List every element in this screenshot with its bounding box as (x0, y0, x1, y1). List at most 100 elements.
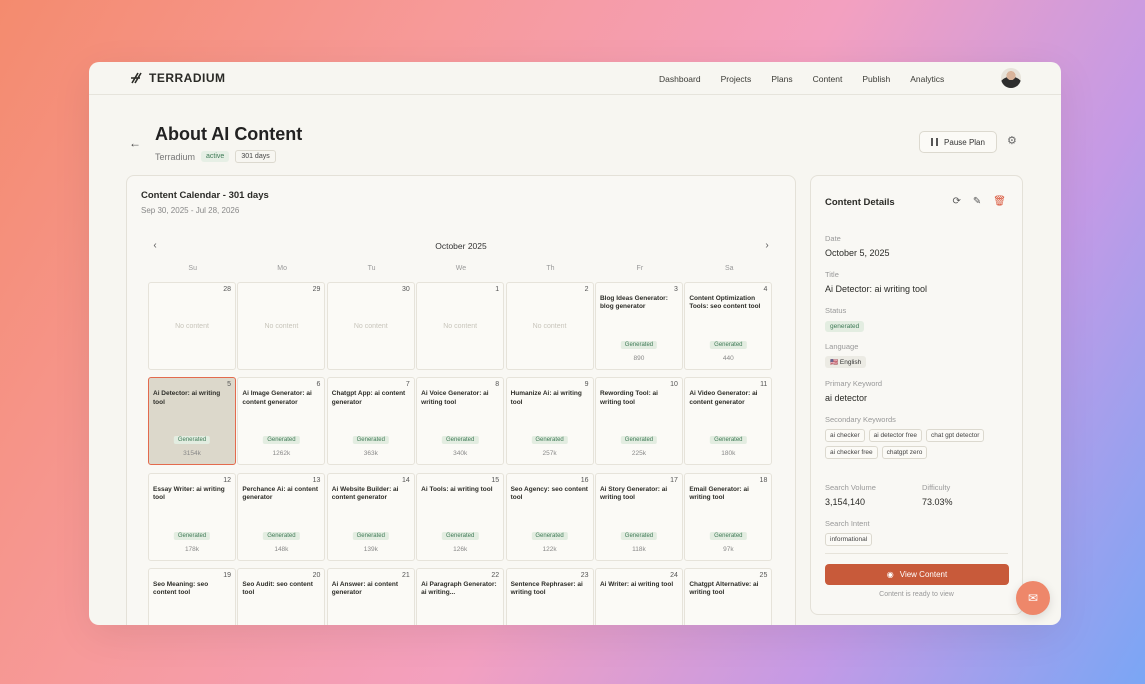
search-volume: 178k (184, 545, 200, 553)
calendar-day-cell[interactable]: 9 Humanize Ai: ai writing tool Generated 25… (505, 377, 594, 466)
day-number: 8 (495, 381, 500, 389)
pause-plan-button[interactable]: Pause Plan (919, 131, 997, 153)
logo[interactable]: TERRADIUM (129, 71, 226, 85)
title-value: Ai Detector: ai writing tool (825, 284, 928, 294)
keyword-chip: chatgpt zero (881, 446, 928, 459)
nav-projects[interactable]: Projects (720, 73, 752, 84)
generated-badge: Generated (441, 531, 479, 540)
generated-badge: Generated (710, 436, 747, 445)
no-content-label: No content (353, 323, 388, 330)
calendar-day-cell[interactable]: 8 Ai Voice Generator: ai writing tool Gene… (416, 377, 505, 466)
prev-month-icon[interactable]: ‹ (153, 240, 157, 251)
calendar-day-cell[interactable]: 16 Seo Agency: seo content tool Generated 1… (505, 472, 594, 561)
calendar-day-cell[interactable]: 5 Ai Detector: ai writing tool Generated 31… (148, 377, 236, 466)
calendar-day-cell[interactable]: 12 Essay Writer: ai writing tool Generated… (148, 472, 236, 561)
month-name: October 2025 (435, 240, 487, 251)
nav-publish[interactable]: Publish (862, 73, 891, 84)
search-volume: 148k (274, 545, 289, 553)
content-title: Ai Image Generator: ai content generator (242, 390, 312, 406)
primary-keyword-value: ai detector (825, 393, 868, 403)
top-navbar: TERRADIUM Dashboard Projects Plans Conte… (89, 62, 1061, 95)
calendar-day-cell[interactable]: 6 Ai Image Generator: ai content generato… (237, 377, 326, 466)
calendar-day-cell[interactable]: 29 No content (237, 282, 326, 370)
day-number: 4 (763, 286, 768, 293)
date-label: Date (825, 234, 841, 243)
content-title: Ai Paragraph Generator: ai writing... (421, 581, 497, 597)
content-title: Ai Story Generator: ai writing tool (599, 485, 668, 501)
search-volume: 118k (632, 545, 646, 553)
nav-dashboard[interactable]: Dashboard (659, 73, 701, 84)
generated-badge: Generated (173, 531, 211, 540)
search-volume: 225k (631, 450, 646, 458)
keyword-chip: chat gpt detector (925, 429, 985, 442)
status-badge: active (201, 151, 230, 162)
content-title: Rewording Tool: ai writing tool (599, 390, 658, 406)
calendar-day-cell[interactable]: 1 No content (416, 282, 505, 370)
difficulty-value: 73.03% (922, 497, 953, 507)
details-title: Content Details (825, 197, 895, 208)
day-number: 14 (401, 476, 410, 484)
next-month-icon[interactable]: › (765, 240, 769, 251)
date-value: October 5, 2025 (825, 248, 890, 258)
calendar-day-cell[interactable]: 11 Ai Video Generator: ai content generat… (684, 377, 773, 466)
day-number: 18 (759, 476, 768, 484)
day-number: 12 (223, 476, 231, 484)
day-number: 22 (491, 572, 500, 580)
calendar-day-cell[interactable]: 10 Rewording Tool: ai writing tool Generat… (594, 377, 683, 466)
day-number: 20 (312, 572, 321, 580)
calendar-day-cell[interactable]: 7 Chatgpt App: ai content generator Genera… (326, 377, 415, 466)
difficulty-field: Difficulty 73.03% (922, 483, 953, 507)
calendar-day-cell[interactable]: 18 Email Generator: ai writing tool Genera… (684, 472, 773, 561)
intent-chip: informational (825, 533, 873, 546)
view-content-label: View Content (899, 570, 948, 579)
content-title: Sentence Rephraser: ai writing tool (510, 581, 583, 597)
primary-keyword-label: Primary Keyword (825, 379, 883, 388)
days-badge: 301 days (235, 150, 276, 163)
month-navigation: ‹ October 2025 › (149, 240, 773, 251)
nav-analytics[interactable]: Analytics (910, 73, 945, 84)
generated-badge: Generated (620, 436, 658, 445)
calendar-day-cell[interactable]: 17 Ai Story Generator: ai writing tool Gen… (594, 472, 683, 561)
calendar-day-cell[interactable]: 4 Content Optimization Tools: seo content… (684, 282, 773, 370)
search-volume: 97k (723, 545, 734, 553)
calendar-day-cell[interactable]: 28 No content (148, 282, 236, 370)
difficulty-label: Difficulty (922, 483, 951, 492)
status-label: Status (825, 306, 847, 315)
calendar-range: Sep 30, 2025 - Jul 28, 2026 (141, 206, 240, 215)
calendar-day-cell[interactable]: 13 Perchance Ai: ai content generator Gene… (237, 472, 326, 561)
calendar-day-cell[interactable]: 14 Ai Website Builder: ai content generat… (326, 472, 415, 561)
avatar[interactable] (1001, 68, 1021, 88)
nav-content[interactable]: Content (812, 73, 843, 84)
back-arrow-icon[interactable]: ← (129, 136, 141, 150)
gear-icon[interactable]: ⚙ (1007, 135, 1017, 147)
edit-icon[interactable]: ✎ (972, 196, 982, 207)
weekday-label: Tu (367, 265, 376, 272)
view-content-button[interactable]: ◉ View Content (825, 564, 1009, 585)
day-number: 21 (401, 572, 410, 580)
app-window: TERRADIUM Dashboard Projects Plans Conte… (89, 62, 1061, 625)
search-volume: 890 (633, 355, 645, 362)
calendar-day-cell[interactable]: 30 No content (326, 282, 415, 370)
chat-button[interactable]: ✉ (1016, 581, 1050, 615)
refresh-icon[interactable]: ⟳ (952, 196, 961, 207)
weekday-label: Fr (636, 265, 644, 272)
nav-plans[interactable]: Plans (771, 73, 793, 84)
content-title: Ai Video Generator: ai content generator (689, 390, 758, 406)
calendar-day-cell[interactable]: 2 No content (505, 282, 594, 370)
status-tag: generated (825, 321, 865, 332)
content-title: Chatgpt Alternative: ai writing tool (689, 581, 759, 597)
day-number: 7 (405, 381, 410, 389)
language-label: Language (825, 342, 859, 351)
trash-icon[interactable]: 🗑 (993, 196, 1006, 207)
calendar-day-cell[interactable]: 3 Blog Ideas Generator: blog generator Gen… (594, 282, 683, 370)
weekday-label: Th (546, 265, 555, 272)
no-content-label: No content (532, 323, 567, 330)
calendar-day-cell[interactable]: 15 Ai Tools: ai writing tool Generated 126k (416, 472, 505, 561)
